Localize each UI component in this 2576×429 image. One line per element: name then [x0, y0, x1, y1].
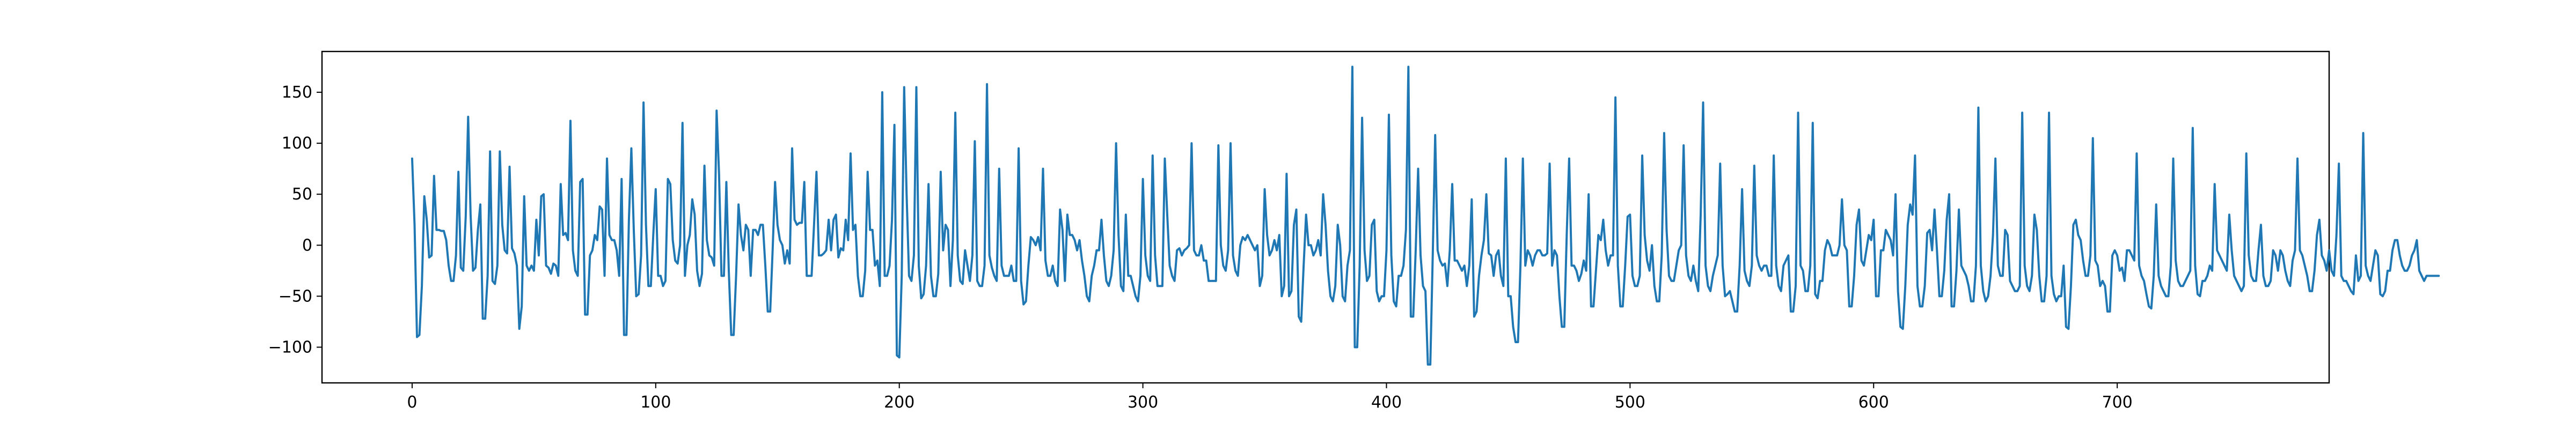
- x-tick-label: 400: [1371, 393, 1402, 412]
- x-tick-label: 500: [1615, 393, 1645, 412]
- series-layer: [411, 65, 2440, 366]
- y-axis: −100 −50 0 50 100 150: [268, 83, 322, 357]
- y-tick-label: 0: [302, 236, 312, 255]
- x-tick-label: 700: [2102, 393, 2132, 412]
- y-tick-label: 150: [282, 83, 312, 102]
- x-axis: 0 100 200 300 400 500 600 700: [407, 383, 2133, 412]
- x-tick-label: 300: [1128, 393, 1158, 412]
- x-tick-label: 100: [640, 393, 671, 412]
- series-line: [411, 65, 2440, 366]
- y-tick-label: −100: [268, 338, 312, 357]
- x-tick-label: 600: [1858, 393, 1889, 412]
- plot-area-frame: [321, 50, 2330, 384]
- x-tick-label: 0: [407, 393, 417, 412]
- y-tick-label: 100: [282, 134, 312, 153]
- y-tick-label: −50: [279, 287, 312, 306]
- x-tick-label: 200: [884, 393, 914, 412]
- y-tick-label: 50: [292, 185, 312, 204]
